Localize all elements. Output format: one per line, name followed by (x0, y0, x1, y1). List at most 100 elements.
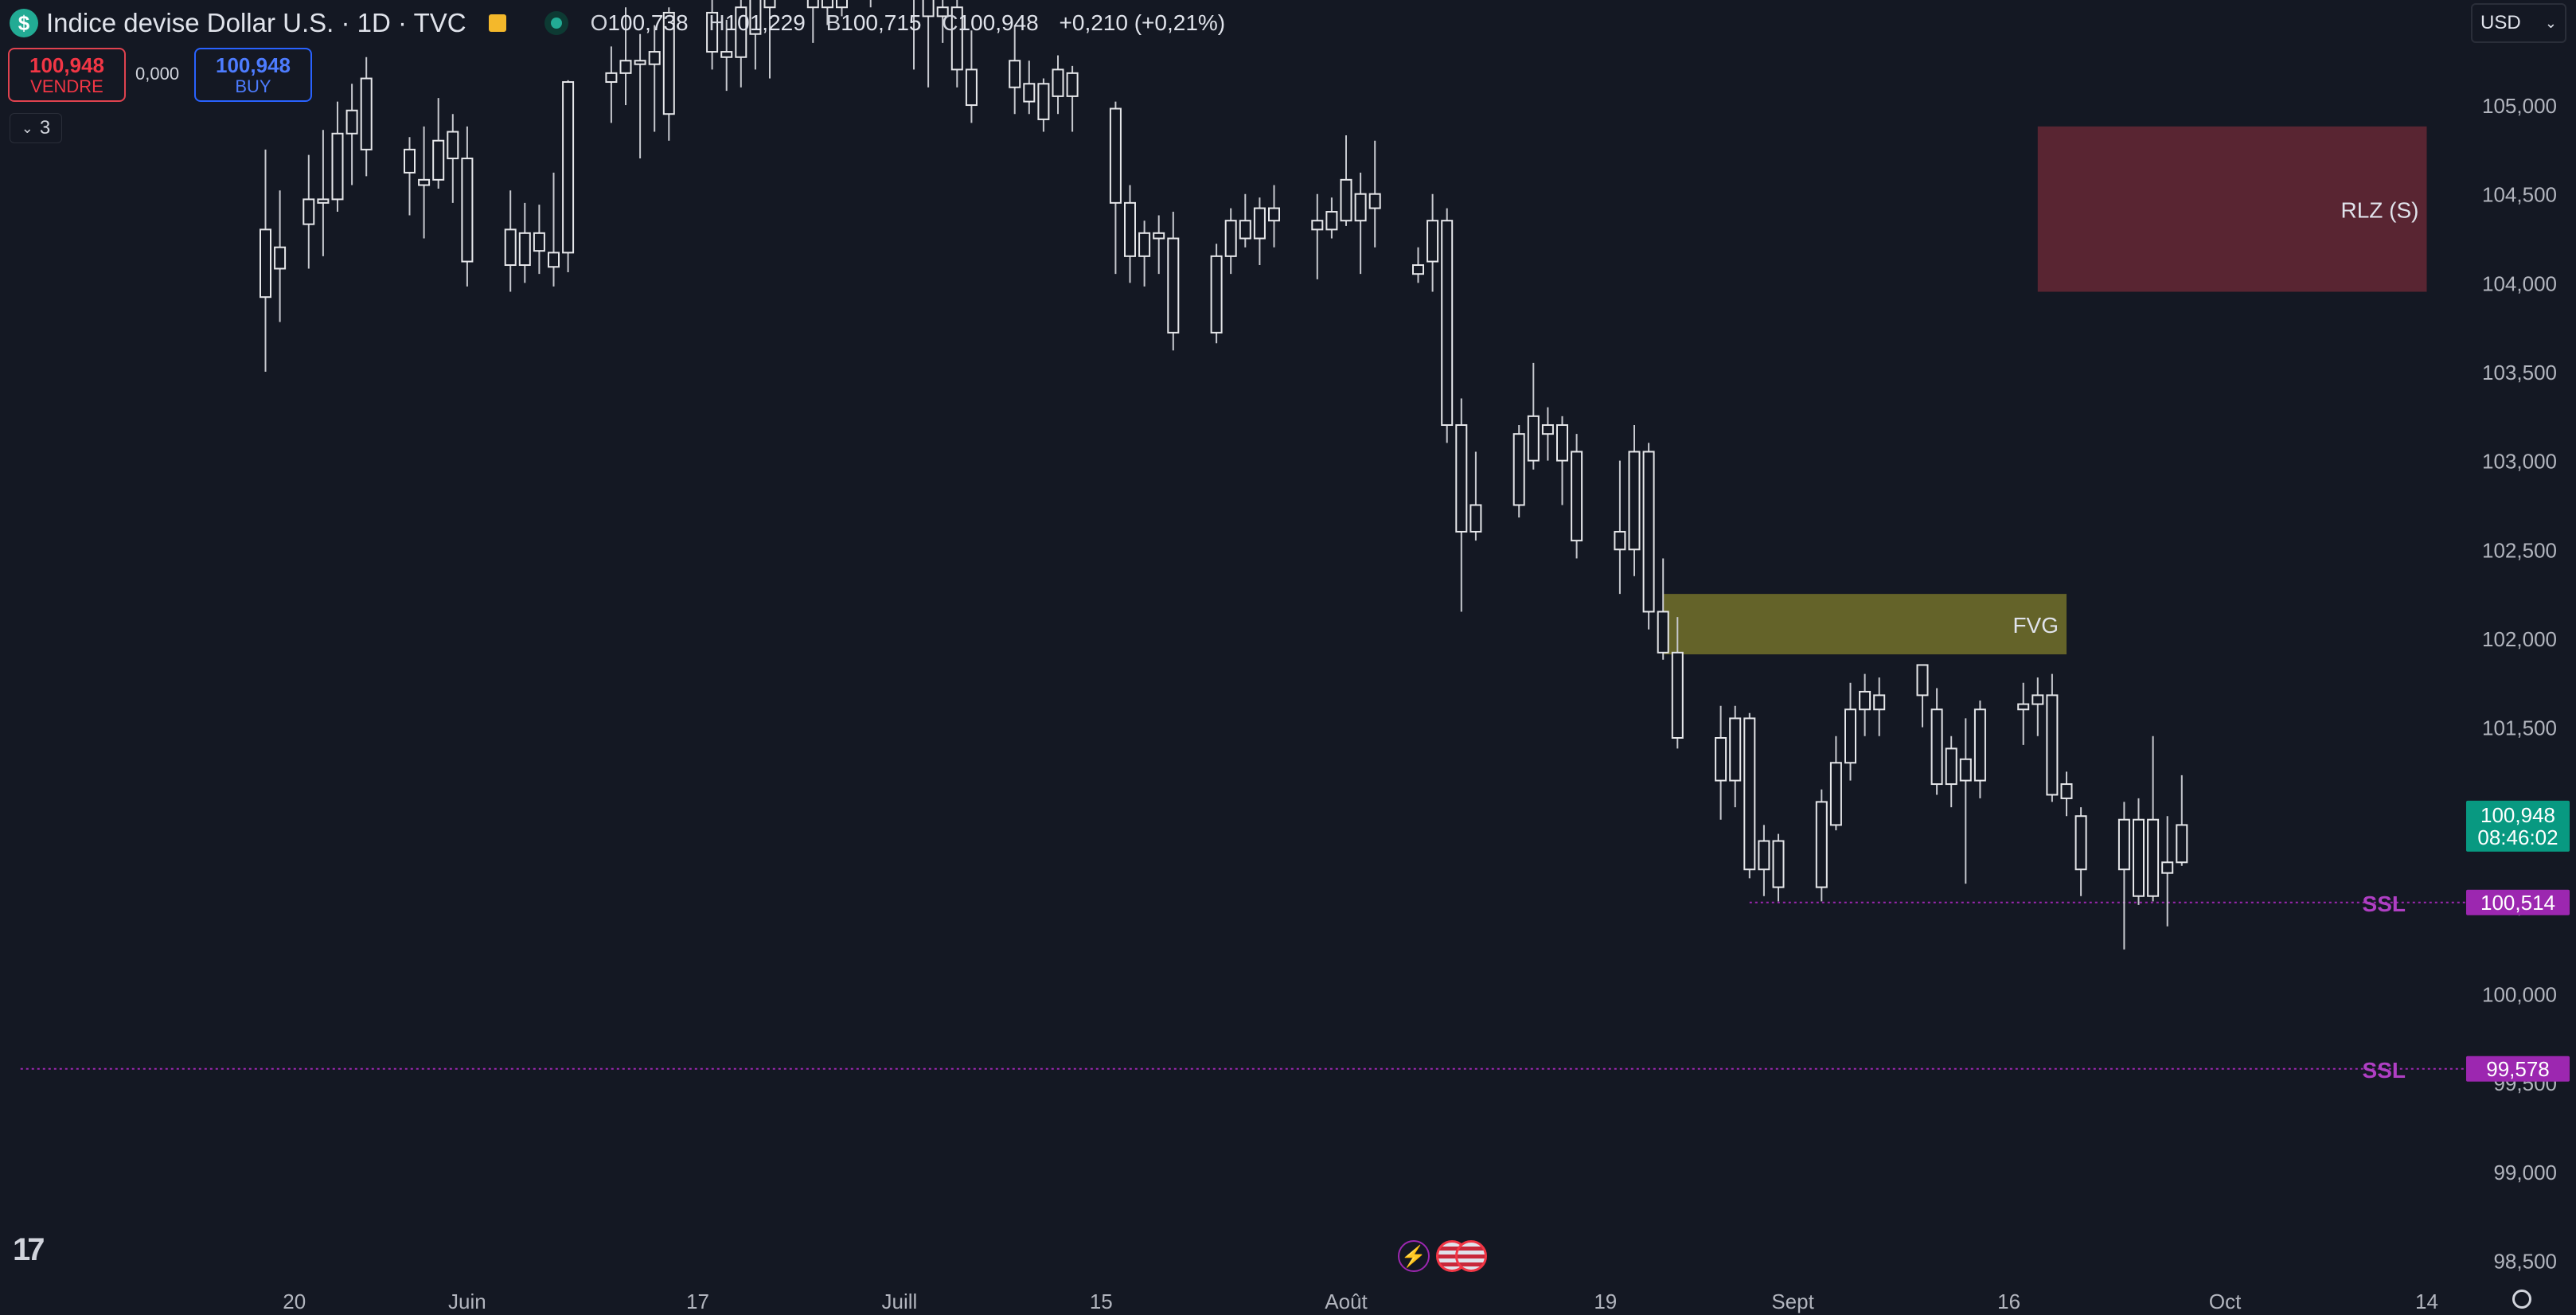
candle-up (605, 72, 618, 84)
y-tick-label: 100,000 (2482, 983, 2557, 1007)
flag-icon[interactable] (488, 14, 506, 32)
candle-up (1354, 193, 1367, 222)
candle-down (922, 0, 935, 18)
candle-up (274, 246, 287, 270)
candle-down (1340, 178, 1352, 222)
x-tick-label: 17 (686, 1290, 709, 1313)
candle-down (533, 232, 545, 252)
ssl-price-tag-text: 99,578 (2486, 1057, 2550, 1081)
candle-down (634, 60, 646, 65)
ssl-label: SSL (2363, 1058, 2406, 1083)
candle-up (1844, 708, 1856, 764)
tradingview-logo-icon[interactable]: 17 (13, 1232, 45, 1267)
candle-up (806, 0, 819, 9)
candle-up (1541, 423, 1554, 435)
candle-up (518, 232, 531, 267)
sell-button[interactable]: 100,948 VENDRE (8, 48, 126, 102)
low-value: 100,715 (841, 10, 922, 35)
x-tick-label: 14 (2415, 1290, 2438, 1313)
market-status-icon[interactable] (544, 11, 568, 35)
zone-fvg (1663, 594, 2067, 655)
candle-down (763, 0, 776, 9)
candle-down (1052, 68, 1064, 97)
us-flag-icon[interactable] (1455, 1240, 1487, 1272)
x-tick-label: 19 (1594, 1290, 1617, 1313)
candle-down (1037, 83, 1050, 120)
candle-down (1239, 220, 1251, 240)
zone-label: RLZ (S) (2341, 198, 2419, 223)
candle-up (1469, 504, 1482, 533)
y-tick-label: 105,000 (2482, 94, 2557, 118)
low-label: B (825, 10, 841, 35)
candle-down (1715, 736, 1727, 782)
ohlc-values: O100,738 H101,229 B100,715 C100,948 +0,2… (591, 10, 1226, 36)
candle-down (1642, 451, 1655, 613)
candle-down (461, 158, 474, 263)
symbol-title[interactable]: Indice devise Dollar U.S. · 1D · TVC (46, 8, 466, 37)
candle-down (1571, 451, 1583, 542)
high-value: 101,229 (724, 10, 806, 35)
x-tick-label: Juin (448, 1290, 486, 1313)
candle-up (2032, 694, 2044, 705)
buy-label: BUY (235, 76, 271, 96)
candle-up (2147, 818, 2160, 897)
x-tick-label: 15 (1090, 1290, 1113, 1313)
candle-down (1153, 232, 1165, 240)
candle-down (504, 228, 517, 267)
dollar-icon: $ (10, 9, 38, 37)
candle-down (1772, 840, 1785, 888)
candle-down (1657, 611, 1669, 654)
lightning-icon[interactable]: ⚡ (1398, 1240, 1430, 1272)
candle-up (432, 139, 445, 181)
candle-up (936, 6, 949, 18)
candle-up (2117, 818, 2130, 871)
candle-up (1412, 264, 1424, 275)
x-tick-label: Oct (2209, 1290, 2242, 1313)
candle-down (2133, 818, 2145, 897)
candle-up (1916, 664, 1929, 697)
candle-up (836, 0, 848, 9)
candle-up (1138, 232, 1151, 257)
candle-down (447, 131, 459, 160)
zone-rlzs (2037, 126, 2427, 292)
currency-select[interactable]: USD ⌄ (2471, 3, 2566, 43)
sell-price: 100,948 (29, 53, 104, 77)
candle-down (1441, 220, 1454, 426)
open-label: O (590, 10, 608, 35)
candle-down (2046, 694, 2059, 796)
indicators-toggle[interactable]: ⌄ 3 (10, 113, 62, 143)
candle-down (317, 198, 330, 204)
candle-down (1930, 708, 1943, 786)
candle-up (562, 81, 575, 254)
candle-up (735, 6, 747, 58)
candle-up (619, 60, 632, 74)
candle-up (1973, 708, 1986, 782)
buy-button[interactable]: 100,948 BUY (194, 48, 312, 102)
x-tick-label: 20 (283, 1290, 306, 1313)
symbol-legend: $ Indice devise Dollar U.S. · 1D · TVC O… (0, 5, 1225, 41)
candle-up (1325, 211, 1338, 231)
candle-up (1859, 690, 1872, 711)
candle-up (1945, 747, 1957, 786)
candle-down (404, 148, 416, 174)
candle-down (2060, 783, 2073, 799)
candle-up (1224, 220, 1237, 257)
gear-icon[interactable] (2512, 1290, 2531, 1309)
candle-down (1124, 201, 1136, 257)
candle-up (1023, 83, 1036, 103)
candle-up (345, 109, 358, 135)
candle-up (1527, 415, 1540, 462)
candle-up (1758, 840, 1770, 871)
high-label: H (708, 10, 725, 35)
y-tick-label: 101,500 (2482, 716, 2557, 740)
x-tick-label: 16 (1997, 1290, 2020, 1313)
candle-up (2176, 824, 2188, 864)
x-tick-label: Sept (1771, 1290, 1814, 1313)
sell-label: VENDRE (30, 76, 103, 96)
candle-down (360, 77, 373, 150)
last-price-tag-bg (2466, 800, 2570, 852)
candle-down (1743, 717, 1756, 871)
candle-down (260, 228, 271, 299)
candle-up (302, 198, 315, 225)
